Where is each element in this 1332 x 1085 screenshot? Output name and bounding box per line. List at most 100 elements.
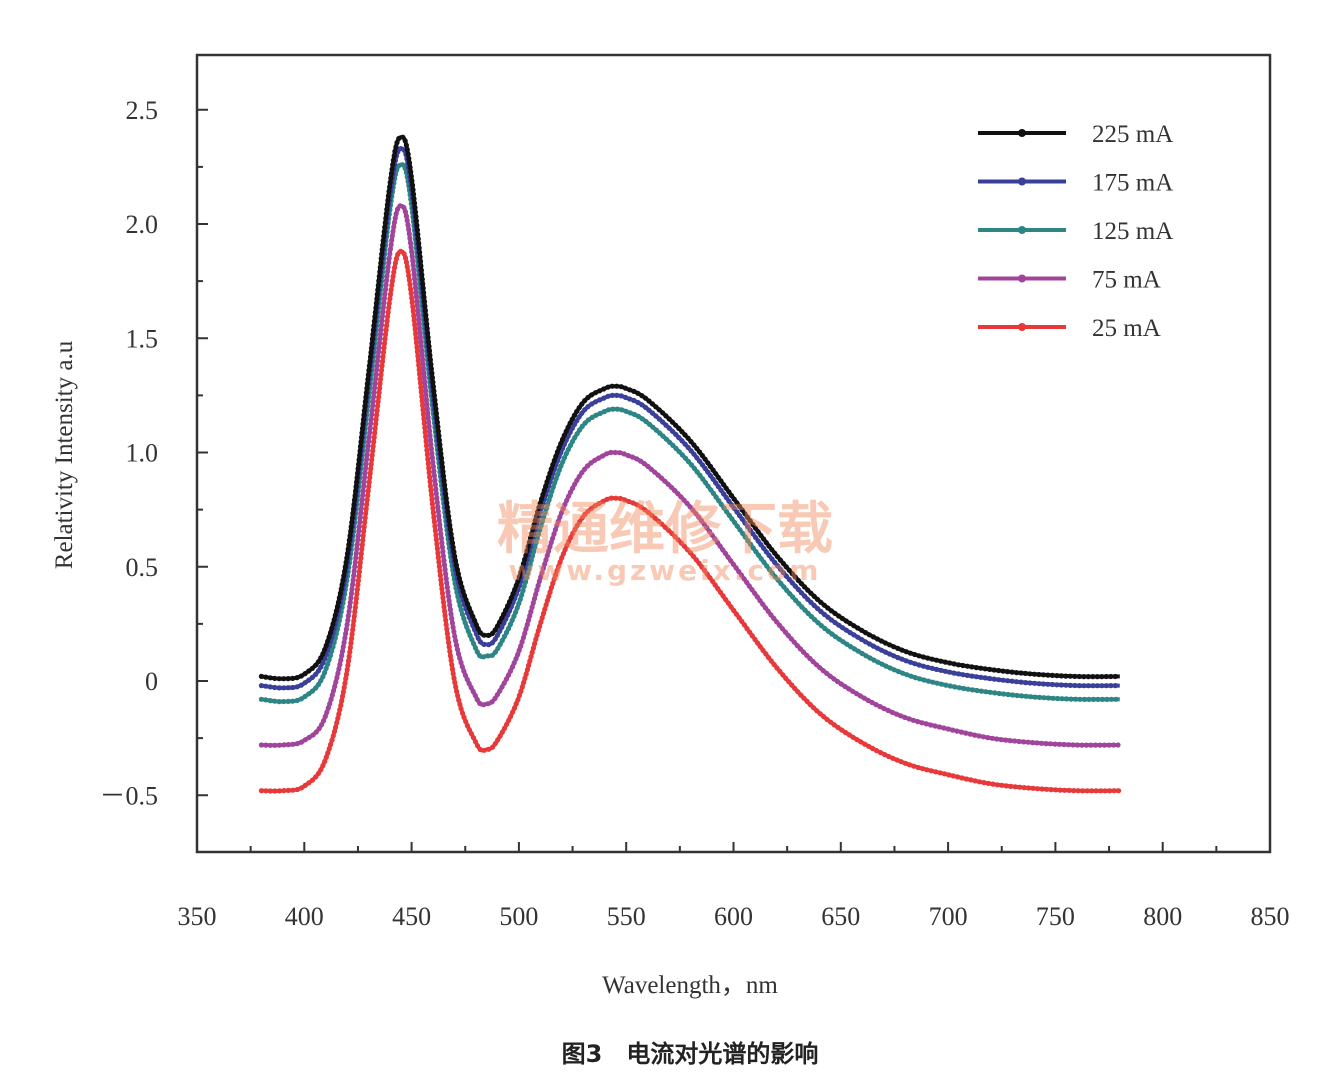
data-point [612,449,618,456]
data-point [923,721,930,727]
data-point [1049,681,1055,688]
data-point [423,312,429,318]
data-point [330,644,336,650]
data-point [432,528,438,534]
data-point [357,514,363,521]
data-point [391,153,397,159]
data-point [357,519,363,525]
data-point [429,455,435,461]
data-point [334,604,341,610]
data-point [817,711,823,717]
data-point [1001,691,1007,697]
data-point [951,670,957,676]
data-point [378,322,385,328]
data-point [503,629,510,636]
data-point [601,395,607,401]
data-point [263,674,269,680]
data-point [582,398,588,404]
data-point [435,424,441,430]
data-point [492,649,498,655]
data-point [481,747,487,753]
legend-label: 125 mA [1092,218,1173,245]
data-point [645,463,651,469]
data-point [653,413,659,419]
data-point [276,676,282,682]
data-point [531,549,537,555]
data-point [1057,787,1063,793]
data-point [540,565,547,572]
data-point [802,607,808,613]
data-point [354,586,360,593]
y-axis-title: Relativity Intensity a.u [51,340,78,569]
data-point [772,574,778,580]
data-point [828,617,835,623]
data-point [409,182,416,188]
data-point [1005,691,1011,698]
data-point [859,636,865,643]
data-point [772,559,778,566]
data-point [331,617,337,623]
y-tick-label: 0 [145,667,158,696]
data-point [435,504,441,510]
data-point [532,517,538,524]
data-point [859,627,865,633]
data-point [649,512,655,518]
data-point [697,458,703,464]
data-point [409,249,415,255]
data-point [955,774,961,780]
data-point [1007,738,1013,744]
data-point [933,666,940,673]
data-point [618,393,624,399]
data-point [425,410,431,416]
data-point [760,647,766,653]
data-point [646,421,653,427]
data-point [267,742,273,748]
data-point [789,580,795,586]
data-point [428,366,434,372]
data-point [744,514,751,520]
data-point [688,439,694,445]
data-point [791,639,797,645]
data-point [371,434,377,440]
data-point [763,651,769,657]
data-point [416,325,423,331]
data-point [382,331,389,338]
data-point [614,392,620,398]
data-point [351,497,358,503]
data-point [464,676,470,683]
data-point [978,665,984,671]
data-point [452,558,459,564]
data-point [377,331,384,337]
data-point [907,762,913,768]
data-point [725,554,731,560]
data-point [560,551,567,557]
data-point [446,644,452,650]
data-point [866,632,873,638]
data-point [850,734,856,740]
data-point [533,540,539,546]
data-point [1053,787,1059,793]
data-point [982,675,988,681]
data-point [1000,668,1006,674]
data-point [417,371,423,377]
data-point [994,782,1000,788]
data-point [338,702,344,708]
data-point [414,298,420,304]
data-point [679,452,686,458]
data-point [422,303,428,309]
data-point [854,737,860,743]
data-point [902,760,909,766]
data-point [428,446,434,452]
data-point [347,645,353,651]
data-point [925,664,931,670]
data-point [639,393,645,399]
data-point [907,650,914,656]
data-point [425,456,431,462]
data-point [570,485,576,491]
data-point [354,541,360,548]
data-point [391,219,397,226]
data-point [1062,787,1068,793]
data-point [557,514,563,520]
data-point [996,690,1002,697]
legend-label: 25 mA [1092,315,1161,342]
